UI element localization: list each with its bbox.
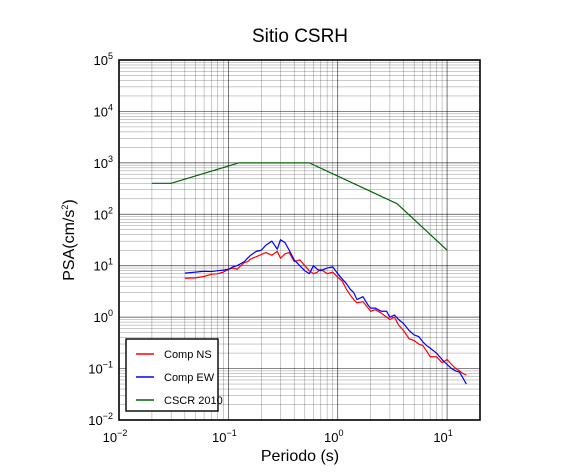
legend-label: CSCR 2010 (164, 395, 223, 407)
y-tick-base: 10 (94, 259, 108, 274)
x-tick-base: 10 (433, 430, 447, 445)
legend-box (125, 338, 219, 412)
series-line-comp-ew (184, 239, 467, 385)
x-tick-exponent: −2 (117, 428, 127, 438)
series-layer (151, 162, 467, 385)
plot-border (118, 59, 481, 421)
y-tick-exponent: 1 (108, 257, 113, 267)
x-tick-exponent: −1 (226, 428, 236, 438)
y-tick-label: 100 (94, 308, 113, 325)
y-tick-exponent: 3 (108, 154, 113, 164)
y-tick-label: 104 (94, 102, 113, 119)
legend: Comp NS Comp EW CSCR 2010 (125, 338, 223, 412)
y-tick-exponent: −2 (103, 411, 113, 421)
legend-label: Comp EW (164, 372, 215, 384)
legend-label: Comp NS (164, 349, 212, 361)
x-tick-label: 100 (324, 428, 343, 445)
series-line-comp-ns (184, 250, 467, 376)
y-axis-label-close: ) (61, 199, 78, 204)
y-axis-label-exponent: 2 (60, 205, 70, 210)
y-tick-base: 10 (88, 413, 102, 428)
y-tick-label: 101 (94, 257, 113, 274)
y-tick-base: 10 (94, 310, 108, 325)
series-line-cscr-2010 (151, 162, 448, 251)
x-tick-exponent: 1 (448, 428, 453, 438)
y-tick-label: 105 (94, 51, 113, 68)
y-tick-base: 10 (94, 53, 108, 68)
plot-frame (118, 59, 481, 421)
y-tick-base: 10 (94, 156, 108, 171)
x-tick-labels: 10−2 10−1 100 101 (103, 428, 453, 445)
y-axis-label: PSA(cm/s2) (60, 199, 78, 280)
x-tick-exponent: 0 (338, 428, 343, 438)
y-tick-label: 102 (94, 205, 113, 222)
y-tick-label: 10−2 (88, 411, 113, 428)
x-tick-base: 10 (103, 430, 117, 445)
y-tick-base: 10 (94, 207, 108, 222)
y-tick-exponent: 5 (108, 51, 113, 61)
x-tick-base: 10 (212, 430, 226, 445)
y-tick-exponent: 0 (108, 308, 113, 318)
y-tick-exponent: 4 (108, 102, 113, 112)
y-tick-exponent: −1 (103, 360, 113, 370)
x-tick-base: 10 (324, 430, 338, 445)
x-tick-label: 10−1 (212, 428, 237, 445)
x-tick-label: 101 (433, 428, 452, 445)
chart-title: Sitio CSRH (252, 26, 348, 47)
x-axis-label: Periodo (s) (261, 448, 339, 465)
y-tick-base: 10 (94, 104, 108, 119)
x-tick-label: 10−2 (103, 428, 128, 445)
y-tick-label: 10−1 (88, 360, 113, 377)
y-axis-label-base: PSA(cm/s (61, 210, 78, 281)
y-tick-exponent: 2 (108, 205, 113, 215)
y-tick-label: 103 (94, 154, 113, 171)
y-tick-base: 10 (88, 362, 102, 377)
